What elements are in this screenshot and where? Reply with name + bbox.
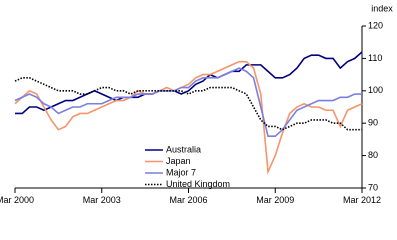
series-line bbox=[14, 67, 362, 137]
y-tick-label: 80 bbox=[368, 150, 378, 160]
x-tick-label: Mar 2009 bbox=[256, 195, 295, 205]
series-line bbox=[14, 77, 362, 131]
y-axis-label: index bbox=[371, 3, 393, 13]
x-tick-label: Mar 2000 bbox=[0, 195, 35, 205]
y-tick-label: 90 bbox=[368, 118, 378, 128]
y-tick-label: 110 bbox=[368, 53, 382, 63]
series-line bbox=[15, 51, 363, 115]
legend-label: Major 7 bbox=[166, 167, 196, 177]
legend-label: Australia bbox=[166, 144, 201, 154]
x-tick-label: Mar 2003 bbox=[82, 195, 121, 205]
chart-canvas: index 70 80 90 100 110 120 Australia JapanMajor… bbox=[14, 3, 393, 193]
y-tick-label: 70 bbox=[368, 182, 378, 192]
chart: index 70 80 90 100 110 120 Australia Japan Major… bbox=[0, 3, 394, 205]
legend-label: Japan bbox=[166, 156, 191, 166]
x-tick-label: Mar 2012 bbox=[342, 195, 382, 205]
series-line bbox=[14, 60, 363, 175]
x-tick-label: Mar 2006 bbox=[169, 195, 208, 205]
y-tick-label: 100 bbox=[368, 85, 383, 95]
legend-label: United Kingdom bbox=[166, 179, 230, 189]
y-tick-label: 120 bbox=[368, 20, 383, 30]
